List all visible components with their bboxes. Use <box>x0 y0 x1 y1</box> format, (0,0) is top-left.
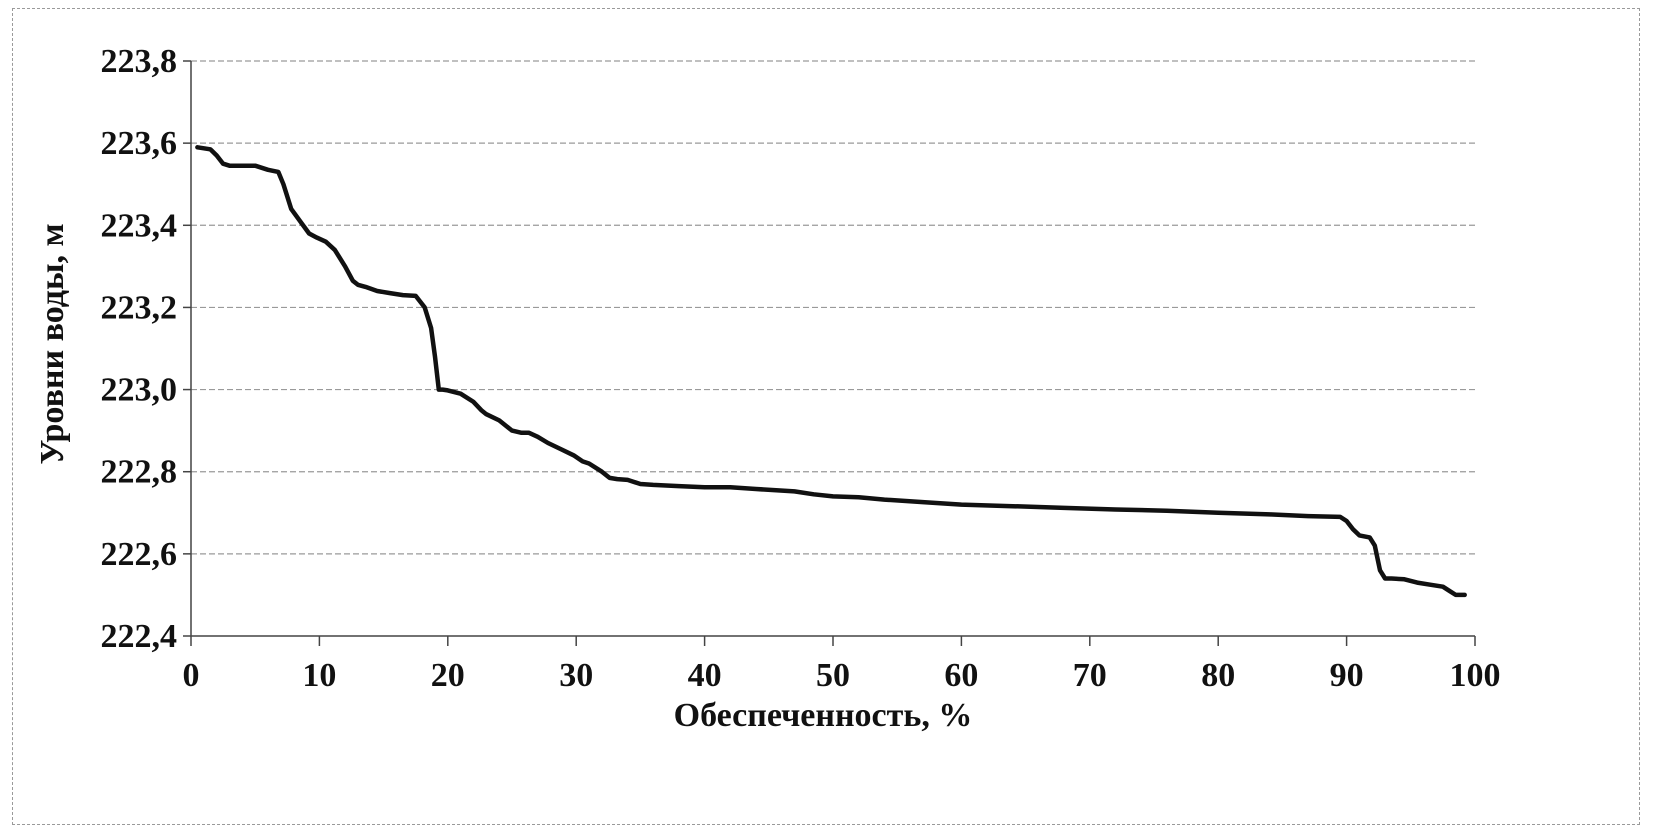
y-tick-label: 223,8 <box>101 43 178 80</box>
y-tick-label: 222,4 <box>101 618 178 655</box>
axes <box>183 60 1476 646</box>
x-tick-label: 90 <box>1330 657 1364 694</box>
grid-lines <box>191 60 1475 555</box>
x-tick-label: 60 <box>944 657 978 694</box>
x-tick-label: 30 <box>559 657 593 694</box>
series-line <box>195 145 1467 598</box>
x-tick-label: 100 <box>1450 657 1501 694</box>
x-axis-title: Обеспеченность, % <box>674 697 973 734</box>
line-chart: 222,4 222,6 222,8 223,0 223,2 223,4 223,6 223,8… <box>34 43 1501 734</box>
chart-frame: 222,4 222,6 222,8 223,0 223,2 223,4 223,6 223,8… <box>12 8 1640 825</box>
y-tick-label: 222,8 <box>101 454 178 491</box>
y-tick-label: 223,2 <box>101 289 178 326</box>
y-tick-labels: 222,4 222,6 222,8 223,0 223,2 223,4 223,6 223,8 <box>101 43 178 655</box>
x-tick-label: 70 <box>1073 657 1107 694</box>
x-tick-label: 0 <box>183 657 200 694</box>
x-tick-labels: 0 10 20 30 40 50 60 70 80 90 100 <box>183 657 1501 694</box>
y-tick-label: 223,4 <box>101 207 178 244</box>
x-tick-label: 50 <box>816 657 850 694</box>
x-tick-label: 20 <box>431 657 465 694</box>
series-layer <box>195 145 1467 598</box>
x-tick-label: 80 <box>1201 657 1235 694</box>
y-tick-label: 222,6 <box>101 536 178 573</box>
y-tick-label: 223,6 <box>101 125 178 162</box>
y-axis-title: Уровни воды, м <box>34 223 71 464</box>
y-tick-label: 223,0 <box>101 372 178 409</box>
x-tick-label: 40 <box>688 657 722 694</box>
x-tick-label: 10 <box>302 657 336 694</box>
